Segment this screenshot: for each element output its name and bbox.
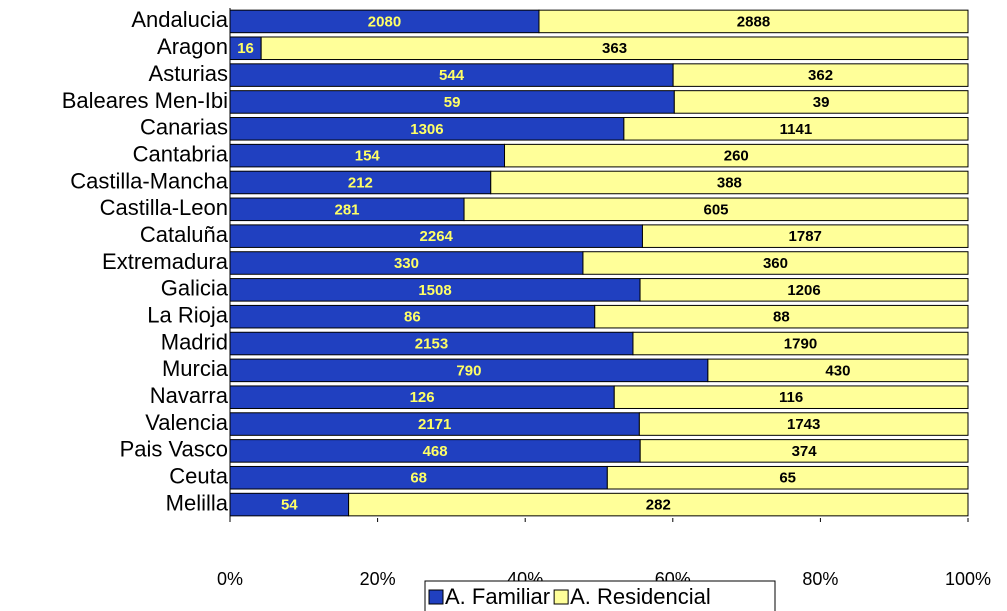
category-label: Canarias: [140, 115, 228, 140]
category-label: Murcia: [162, 356, 229, 381]
x-tick-label: 100%: [945, 569, 991, 589]
category-label: Galicia: [161, 276, 229, 301]
category-label: Andalucia: [131, 7, 228, 32]
data-label: 2153: [415, 335, 448, 352]
bar-segment: [490, 170, 969, 195]
category-label: Madrid: [161, 329, 228, 354]
category-label: Melilla: [166, 490, 229, 515]
bar-segment: [504, 143, 969, 168]
data-label: 86: [404, 309, 421, 326]
data-label: 65: [779, 470, 796, 487]
data-label: 88: [773, 309, 790, 326]
category-label: Baleares Men-Ibi: [62, 88, 228, 113]
category-label: Navarra: [150, 383, 229, 408]
x-tick-label: 0%: [217, 569, 243, 589]
legend-label: A. Residencial: [570, 584, 711, 609]
data-label: 2264: [420, 228, 454, 245]
bar-segment: [641, 224, 969, 248]
bar-segment: [260, 36, 969, 61]
legend-label: A. Familiar: [445, 584, 550, 609]
data-label: 1508: [418, 282, 451, 299]
data-label: 59: [444, 94, 461, 111]
data-label: 116: [779, 389, 803, 406]
data-label: 281: [335, 201, 360, 218]
data-label: 260: [724, 148, 749, 165]
bar-segment: [638, 412, 969, 436]
data-label: 360: [763, 255, 788, 272]
data-label: 1743: [787, 416, 820, 433]
bar-segment: [348, 492, 969, 517]
bar-segment: [623, 117, 969, 141]
data-label: 1206: [787, 282, 820, 299]
category-label: Cataluña: [140, 222, 229, 247]
data-label: 1787: [789, 228, 822, 245]
category-label: Extremadura: [102, 249, 229, 274]
data-label: 154: [355, 148, 381, 165]
data-label: 544: [439, 67, 465, 84]
bar-segment: [632, 331, 969, 356]
data-label: 126: [410, 389, 435, 406]
data-label: 388: [717, 174, 742, 191]
data-label: 605: [704, 201, 729, 218]
x-tick-label: 80%: [802, 569, 838, 589]
category-label: Pais Vasco: [120, 437, 228, 462]
category-label: Castilla-Mancha: [70, 168, 228, 193]
category-label: Aragon: [157, 34, 228, 59]
bar-segment: [707, 358, 969, 383]
data-label: 68: [410, 470, 427, 487]
x-tick-label: 20%: [360, 569, 396, 589]
data-label: 790: [456, 362, 481, 379]
category-label: Ceuta: [169, 464, 228, 489]
data-label: 39: [813, 94, 830, 111]
bar-segment: [639, 439, 969, 463]
category-label: La Rioja: [147, 302, 228, 327]
data-label: 374: [792, 443, 818, 460]
bar-segment: [613, 385, 969, 409]
data-label: 212: [348, 174, 373, 191]
data-label: 1141: [780, 121, 813, 138]
data-label: 363: [602, 40, 627, 57]
data-label: 362: [808, 67, 833, 84]
category-label: Asturias: [149, 61, 228, 86]
data-label: 468: [423, 443, 448, 460]
data-label: 1790: [784, 335, 817, 352]
category-label: Valencia: [145, 410, 229, 435]
bar-segment: [672, 63, 969, 87]
bar-segment: [538, 9, 969, 34]
data-label: 1306: [410, 121, 443, 138]
data-label: 2171: [418, 416, 451, 433]
category-label: Cantabria: [133, 141, 229, 166]
bar-segment: [463, 197, 969, 222]
legend-swatch: [428, 589, 444, 605]
bar-segment: [606, 465, 969, 490]
data-label: 430: [825, 362, 850, 379]
legend-box: [424, 580, 776, 611]
category-label: Castilla-Leon: [100, 195, 228, 220]
data-label: 330: [394, 255, 419, 272]
bar-segment: [673, 90, 969, 114]
bar-segment: [582, 251, 969, 275]
legend-swatch: [553, 589, 569, 605]
data-label: 2080: [368, 13, 401, 30]
bar-segment: [594, 304, 969, 329]
data-label: 54: [281, 497, 298, 514]
data-label: 2888: [737, 13, 770, 30]
data-label: 282: [646, 497, 671, 514]
data-label: 16: [237, 40, 254, 57]
bar-segment: [639, 278, 969, 302]
